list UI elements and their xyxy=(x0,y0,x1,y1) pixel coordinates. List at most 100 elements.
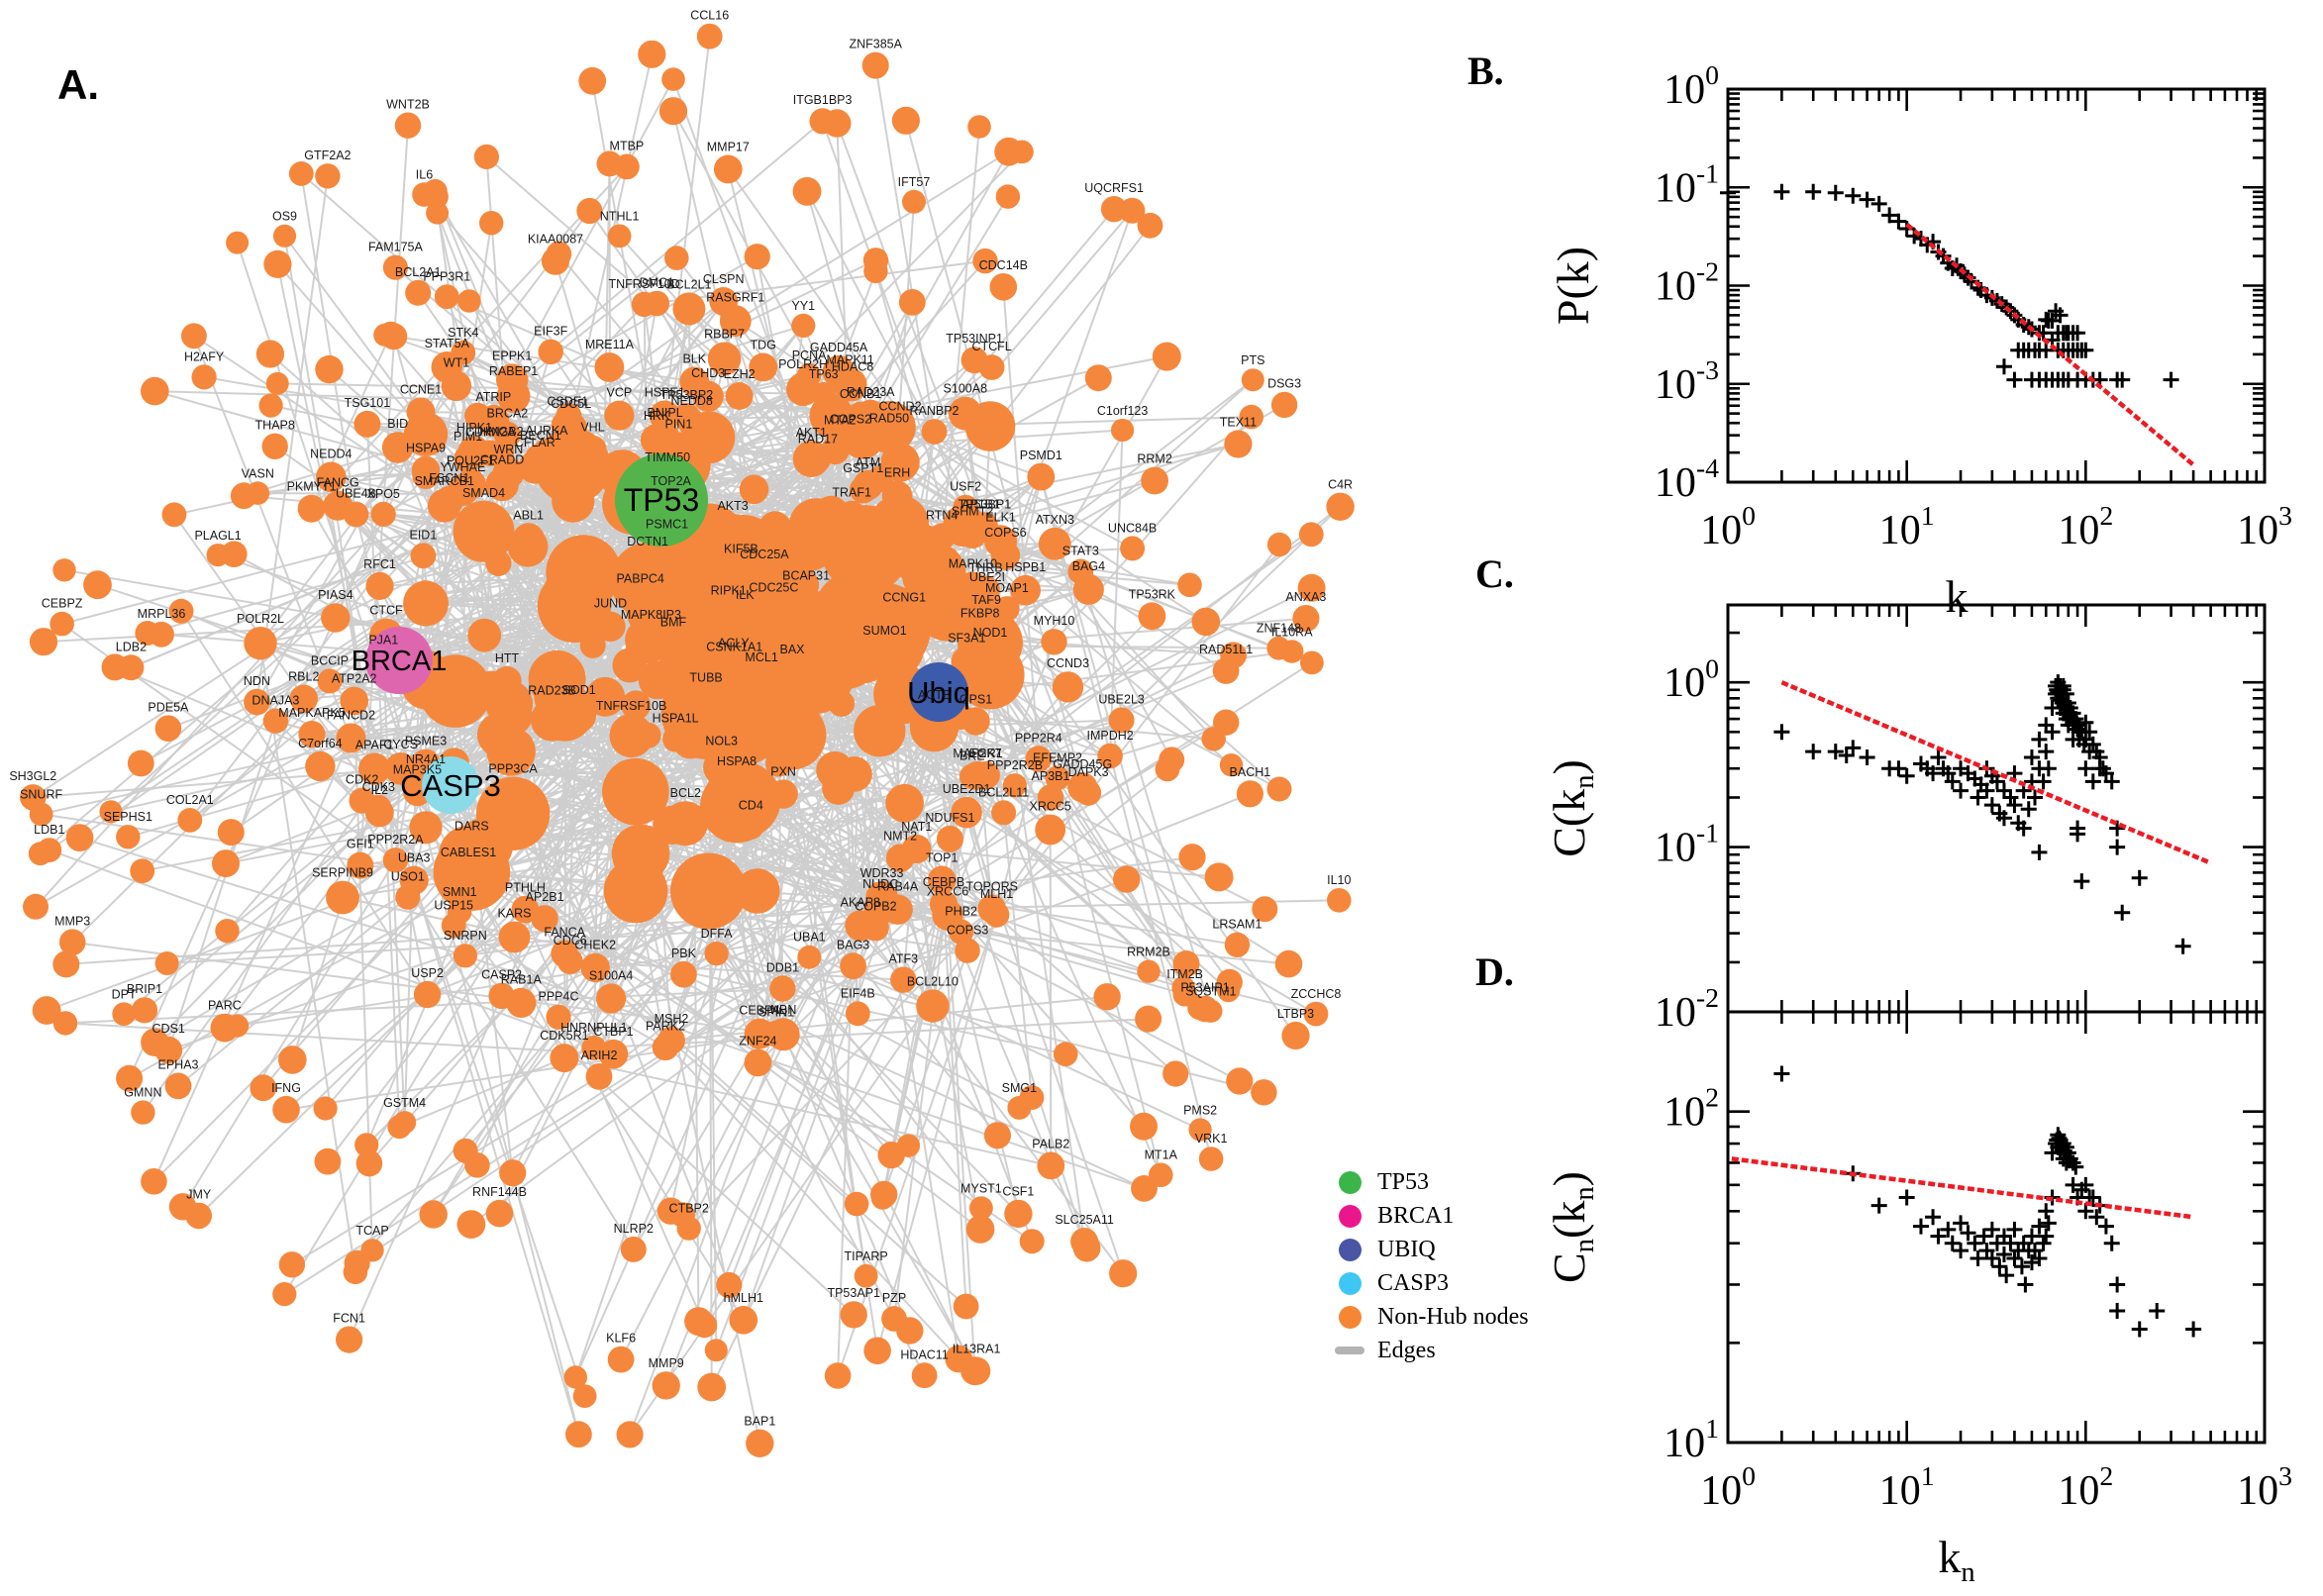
data-point xyxy=(1859,749,1875,766)
network-node-label: MYH10 xyxy=(1034,614,1075,628)
data-point xyxy=(2109,1276,2126,1293)
network-node-label: BCCIP xyxy=(311,653,349,667)
network-node xyxy=(1162,1060,1189,1087)
network-node xyxy=(983,1122,1012,1149)
data-point xyxy=(2097,1218,2114,1235)
data-point xyxy=(1930,749,1947,766)
network-node-label: BNIPL xyxy=(648,406,683,420)
network-node-label: MRE11A xyxy=(585,338,635,351)
network-legend: TP53 BRCA1 UBIQ CASP3 Non-Hub nodes Edge… xyxy=(1335,1169,1529,1363)
y-tick-label: 102 xyxy=(1664,1082,1719,1136)
network-edge xyxy=(876,758,1040,1351)
network-node xyxy=(58,929,86,955)
network-node-label: CEBPZ xyxy=(42,597,83,611)
network-node-label: XRCC6 xyxy=(927,884,968,898)
network-node-label: LTBP3 xyxy=(1277,1007,1314,1021)
network-node-label: UBE2I xyxy=(969,570,1005,584)
network-node xyxy=(824,1362,852,1389)
data-point xyxy=(1970,789,1986,806)
network-node-label: PMS2 xyxy=(1183,1104,1217,1118)
network-node xyxy=(664,246,689,270)
network-node xyxy=(1053,1042,1078,1066)
data-point xyxy=(1870,195,1887,212)
data-point xyxy=(2020,801,2037,818)
network-node xyxy=(670,852,747,930)
legend-item-edges: Edges xyxy=(1335,1338,1529,1363)
network-node xyxy=(1155,756,1180,782)
network-node-label: OS9 xyxy=(272,210,297,224)
network-node xyxy=(1178,844,1206,871)
network-node-label: ITGB1BP3 xyxy=(793,93,853,107)
network-node xyxy=(380,323,408,350)
network-node xyxy=(343,501,369,528)
network-node xyxy=(1135,1005,1162,1033)
network-node xyxy=(552,479,595,523)
network-node xyxy=(825,428,855,457)
data-point xyxy=(1940,1221,1957,1238)
network-node xyxy=(244,688,270,716)
network-node xyxy=(409,811,443,845)
data-point xyxy=(2031,731,2048,748)
network-node-label: SOD1 xyxy=(562,683,596,697)
network-node xyxy=(28,842,52,866)
network-node xyxy=(1138,602,1166,631)
network-node-label: GMNN xyxy=(124,1085,161,1099)
network-node xyxy=(713,154,743,184)
network-node-label: TIPARP xyxy=(844,1249,887,1263)
data-point xyxy=(1995,810,2012,827)
network-node-label: WDR33 xyxy=(860,866,904,880)
data-point xyxy=(2038,1228,2055,1245)
network-node xyxy=(1201,727,1226,751)
network-node-label: NR4A1 xyxy=(406,752,446,766)
network-node-label: AP1B1 xyxy=(961,498,1000,512)
y-axis-label: P(k) xyxy=(1548,247,1598,325)
data-point xyxy=(2131,869,2148,886)
network-node xyxy=(833,367,867,402)
data-point xyxy=(2131,1321,2148,1338)
network-node-label: IFT57 xyxy=(898,175,931,189)
network-node-label: MAP2K7 xyxy=(953,747,1001,760)
network-node xyxy=(1187,995,1212,1021)
network-node-label: STAT5A xyxy=(425,337,470,350)
data-point xyxy=(2044,724,2061,741)
network-node xyxy=(354,410,381,438)
network-node xyxy=(1224,430,1253,458)
network-edge xyxy=(859,355,1167,418)
scatter-points xyxy=(1773,1065,2202,1338)
data-point xyxy=(2077,714,2094,731)
network-node-label: SNURF xyxy=(20,788,62,802)
network-node xyxy=(1004,1199,1033,1229)
network-node xyxy=(141,376,169,406)
panel-c-plot: 100 10-1 10-2 C(kn) xyxy=(1544,603,2267,1036)
network-node-label: GPS1 xyxy=(960,692,992,706)
network-node xyxy=(116,825,141,849)
data-point xyxy=(2006,797,2023,814)
data-point xyxy=(1845,740,1862,756)
hub-label-casp3: CASP3 xyxy=(400,768,501,803)
network-node-label: TP53INP1 xyxy=(946,332,1003,346)
network-edge xyxy=(995,544,1280,916)
network-edge xyxy=(1040,476,1185,988)
network-node xyxy=(263,249,292,278)
network-edge xyxy=(398,388,804,661)
network-node xyxy=(651,420,679,449)
network-edge xyxy=(64,1022,614,1055)
network-node xyxy=(262,708,289,734)
network-node xyxy=(493,421,521,449)
network-node xyxy=(896,1317,924,1345)
data-point xyxy=(2077,1176,2094,1193)
y-axis-label: Cn(kn) xyxy=(1544,1171,1600,1283)
network-node-label: HDAC8 xyxy=(832,359,873,373)
data-point xyxy=(2081,724,2098,741)
network-node xyxy=(538,339,563,365)
network-node-label: BAG4 xyxy=(1072,559,1105,573)
network-node xyxy=(215,919,240,944)
network-node xyxy=(453,500,515,562)
ubiq-dot-icon xyxy=(1339,1238,1362,1261)
data-point xyxy=(2109,1302,2126,1319)
network-node xyxy=(844,1191,869,1217)
network-node-label: ZNF385A xyxy=(849,38,902,51)
network-node-label: CDKN2A xyxy=(465,426,516,440)
network-node-label: TSG101 xyxy=(345,396,391,410)
network-node-label: ILK xyxy=(736,588,755,602)
